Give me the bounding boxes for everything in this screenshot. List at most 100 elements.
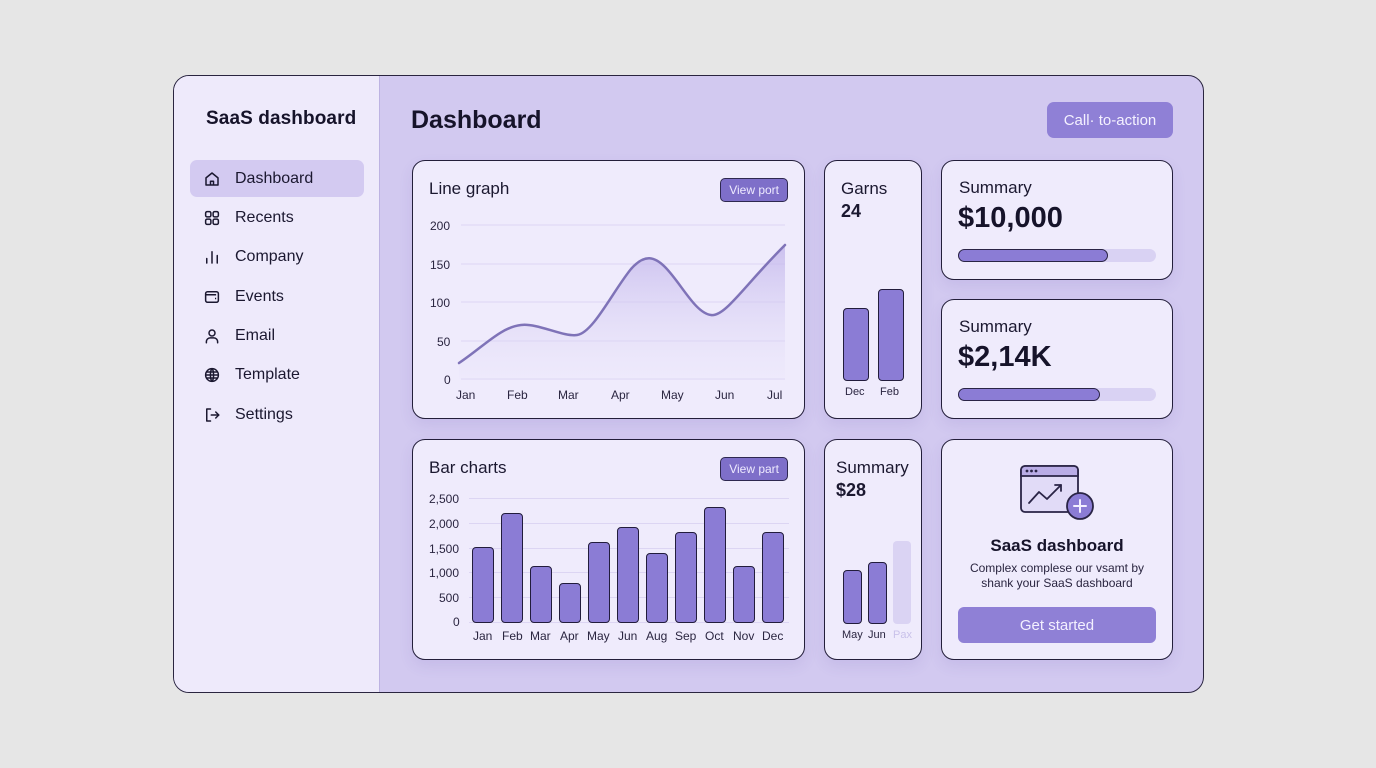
summary-small-card: Summary $28 May Jun Pax (824, 439, 922, 660)
x-tick: May (587, 629, 610, 643)
x-tick: Dec (762, 629, 784, 643)
progress-bar (958, 388, 1156, 401)
y-tick: 2,000 (429, 517, 460, 531)
x-tick: Aug (646, 629, 668, 643)
logout-icon (203, 406, 221, 424)
y-tick: 0 (453, 615, 460, 629)
x-tick: Jun (868, 629, 886, 641)
sidebar-item-label: Events (235, 287, 284, 305)
bar-dec[interactable] (762, 532, 784, 623)
sidebar-item-label: Company (235, 248, 304, 266)
view-part-button[interactable]: View part (720, 457, 788, 481)
x-tick: May (842, 629, 863, 641)
get-started-button[interactable]: Get started (958, 607, 1156, 643)
x-tick: Pax (893, 629, 912, 641)
garns-title: Garns (841, 179, 888, 198)
promo-description-line: Complex complese our vsamt by (969, 561, 1145, 575)
bar-feb[interactable] (878, 289, 904, 381)
x-tick: Jun (715, 388, 735, 402)
summary-card: Summary $2,14K (941, 299, 1173, 419)
line-graph-card: Line graph View port 200 150 100 50 0 (412, 160, 805, 419)
bar-aug[interactable] (646, 553, 668, 623)
x-tick: Apr (611, 388, 630, 402)
user-icon (203, 327, 221, 345)
bar-mar[interactable] (530, 566, 552, 623)
sidebar-item-email[interactable]: Email (190, 318, 364, 355)
sidebar-nav: Dashboard Recents Company Events (190, 160, 364, 436)
bar-may[interactable] (588, 542, 610, 623)
sidebar-item-label: Email (235, 327, 276, 345)
x-tick: Sep (675, 629, 697, 643)
sidebar-item-events[interactable]: Events (190, 278, 364, 315)
y-tick: 1,500 (429, 542, 460, 556)
x-tick: Jun (618, 629, 638, 643)
x-tick: Oct (705, 629, 724, 643)
promo-description-line: shank your SaaS dashboard (981, 576, 1133, 590)
bar-jan[interactable] (472, 547, 494, 623)
promo-description: Complex complese our vsamt by shank your… (942, 561, 1172, 591)
y-tick: 100 (430, 296, 451, 310)
sidebar-item-recents[interactable]: Recents (190, 199, 364, 236)
x-tick: Dec (845, 386, 865, 398)
bar-jun[interactable] (617, 527, 639, 623)
view-port-button[interactable]: View port (720, 178, 788, 202)
x-tick: Jan (456, 388, 476, 402)
x-tick: Mar (558, 388, 579, 402)
line-chart-plot (457, 224, 787, 380)
summary-label: Summary (836, 458, 909, 477)
bar-feb[interactable] (501, 513, 523, 623)
bar-chart-icon (203, 248, 221, 266)
gridline (469, 523, 789, 524)
sidebar-item-template[interactable]: Template (190, 357, 364, 394)
grid-icon (203, 209, 221, 227)
y-tick: 1,000 (429, 566, 460, 580)
bar-nov[interactable] (733, 566, 755, 623)
x-tick: May (661, 388, 684, 402)
card-title: Bar charts (429, 458, 507, 477)
summary-label: Summary (959, 317, 1032, 336)
y-tick: 50 (437, 335, 451, 349)
bar-placeholder (893, 541, 911, 624)
x-tick: Feb (507, 388, 528, 402)
chart-window-add-icon (1019, 464, 1097, 522)
globe-icon (203, 366, 221, 384)
call-to-action-button[interactable]: Call· to-action (1047, 102, 1173, 138)
home-icon (203, 170, 221, 188)
bar-apr[interactable] (559, 583, 581, 623)
garns-value: 24 (841, 201, 862, 221)
x-tick: Jan (473, 629, 493, 643)
x-tick: Jul (767, 388, 783, 402)
summary-value: $2,14K (958, 341, 1052, 373)
summary-card: Summary $10,000 (941, 160, 1173, 280)
x-tick: Feb (880, 386, 899, 398)
app-window: SaaS dashboard Dashboard Recents Company (173, 75, 1204, 693)
bar-sep[interactable] (675, 532, 697, 623)
sidebar-item-company[interactable]: Company (190, 239, 364, 276)
bar-may[interactable] (843, 570, 862, 624)
bar-dec[interactable] (843, 308, 869, 381)
progress-fill (958, 249, 1108, 262)
sidebar-item-label: Settings (235, 405, 293, 423)
progress-fill (958, 388, 1100, 401)
sidebar-item-settings[interactable]: Settings (190, 396, 364, 433)
y-tick: 200 (430, 219, 451, 233)
bar-oct[interactable] (704, 507, 726, 623)
summary-label: Summary (959, 178, 1032, 197)
gridline (469, 498, 789, 499)
main-content: Dashboard Call· to-action Line graph Vie… (380, 76, 1203, 692)
sidebar: SaaS dashboard Dashboard Recents Company (174, 76, 380, 692)
bar-jun[interactable] (868, 562, 887, 624)
sidebar-item-label: Dashboard (235, 169, 314, 187)
y-tick: 150 (430, 258, 451, 272)
sidebar-item-dashboard[interactable]: Dashboard (190, 160, 364, 197)
card-title: Line graph (429, 179, 510, 198)
sidebar-item-label: Template (235, 366, 300, 384)
promo-title: SaaS dashboard (990, 536, 1124, 555)
bar-chart-card: Bar charts View part 2,500 2,000 1,500 1… (412, 439, 805, 660)
y-tick: 500 (439, 591, 460, 605)
summary-value: $28 (836, 480, 867, 500)
x-tick: Nov (733, 629, 755, 643)
y-tick: 0 (444, 373, 451, 387)
brand-title: SaaS dashboard (206, 108, 357, 129)
progress-bar (958, 249, 1156, 262)
